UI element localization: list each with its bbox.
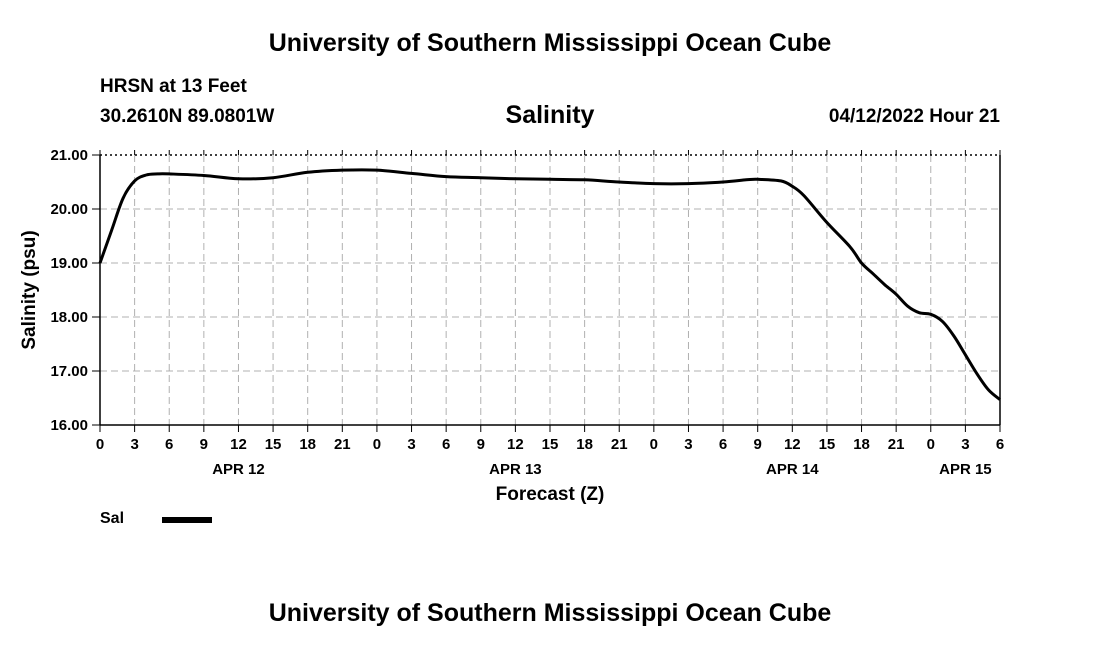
footer-title: University of Southern Mississippi Ocean… <box>268 599 832 627</box>
chart-title: Salinity <box>505 101 595 129</box>
legend-swatch <box>162 517 212 523</box>
coordinates-label: 30.2610N 89.0801W <box>100 106 275 127</box>
x-axis-label: Forecast (Z) <box>496 484 605 505</box>
x-tick-label: 21 <box>334 436 351 453</box>
x-day-label: APR 13 <box>489 461 542 478</box>
y-tick-label: 16.00 <box>50 417 88 434</box>
x-tick-label: 9 <box>477 436 485 453</box>
x-tick-label: 12 <box>230 436 247 453</box>
y-tick-label: 21.00 <box>50 147 88 164</box>
y-tick-label: 19.00 <box>50 255 88 272</box>
y-tick-label: 20.00 <box>50 201 88 218</box>
x-tick-label: 0 <box>96 436 104 453</box>
x-day-label: APR 12 <box>212 461 265 478</box>
x-tick-label: 21 <box>611 436 628 453</box>
y-tick-label: 18.00 <box>50 309 88 326</box>
y-tick-label: 17.00 <box>50 363 88 380</box>
forecast-datetime: 04/12/2022 Hour 21 <box>828 106 1000 127</box>
x-tick-label: 9 <box>754 436 762 453</box>
x-tick-label: 6 <box>719 436 727 453</box>
station-label: HRSN at 13 Feet <box>100 76 247 97</box>
x-tick-label: 12 <box>507 436 524 453</box>
x-tick-label: 6 <box>442 436 450 453</box>
x-tick-label: 6 <box>165 436 173 453</box>
x-tick-label: 12 <box>784 436 801 453</box>
x-day-label: APR 15 <box>939 461 992 478</box>
x-tick-label: 0 <box>927 436 935 453</box>
legend-label: Sal <box>100 510 125 527</box>
x-tick-label: 0 <box>373 436 381 453</box>
x-tick-label: 0 <box>650 436 658 453</box>
x-tick-label: 15 <box>542 436 559 453</box>
x-tick-label: 3 <box>407 436 415 453</box>
x-tick-label: 15 <box>265 436 282 453</box>
x-tick-label: 21 <box>888 436 905 453</box>
chart-header-title: University of Southern Mississippi Ocean… <box>268 29 832 57</box>
x-tick-label: 9 <box>200 436 208 453</box>
x-tick-label: 15 <box>819 436 836 453</box>
series-line-sal <box>98 168 1001 401</box>
x-tick-label: 18 <box>853 436 870 453</box>
x-tick-label: 3 <box>130 436 138 453</box>
x-day-label: APR 14 <box>766 461 819 478</box>
x-tick-label: 3 <box>961 436 969 453</box>
x-tick-label: 3 <box>684 436 692 453</box>
x-tick-label: 6 <box>996 436 1004 453</box>
x-tick-label: 18 <box>576 436 593 453</box>
x-tick-label: 18 <box>299 436 316 453</box>
y-axis-label: Salinity (psu) <box>19 230 40 349</box>
